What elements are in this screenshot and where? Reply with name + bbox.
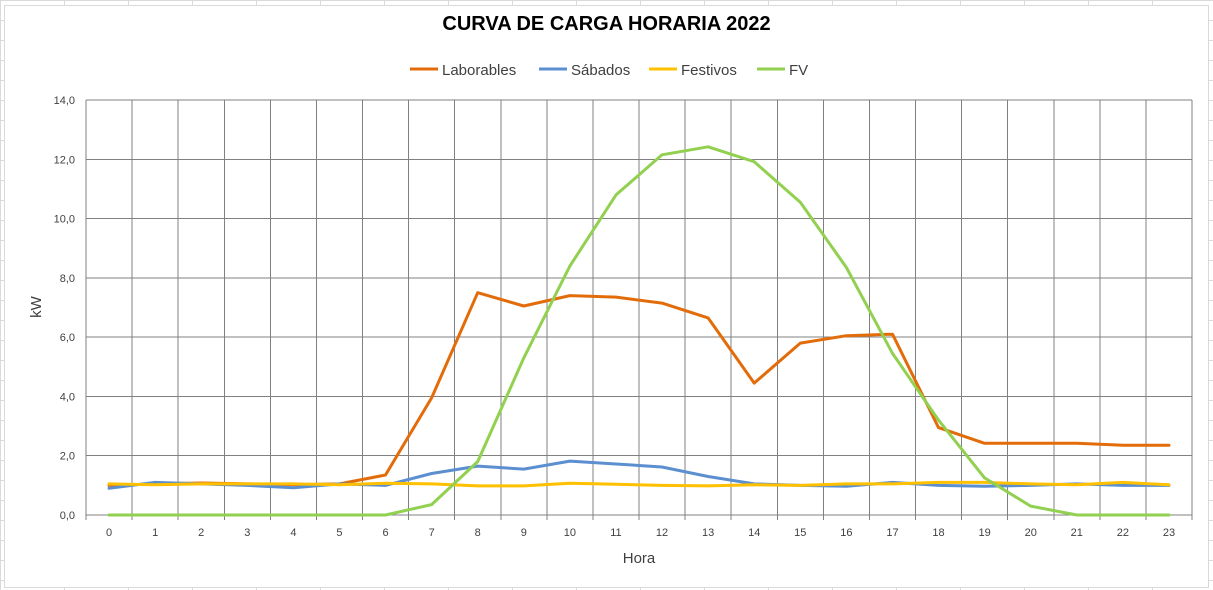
y-tick-label: 6,0 (60, 332, 75, 344)
series-line-fv (107, 145, 1171, 517)
x-tick-label: 23 (1163, 527, 1175, 539)
x-tick-label: 14 (748, 527, 760, 539)
y-tick-label: 4,0 (60, 391, 75, 403)
x-tick-label: 0 (106, 527, 112, 539)
x-tick-label: 17 (886, 527, 898, 539)
y-axis-label: kW (28, 295, 45, 318)
x-axis-label: Hora (623, 550, 656, 567)
y-tick-label: 2,0 (60, 451, 75, 463)
legend-label-festivos: Festivos (681, 62, 737, 79)
chart-title: CURVA DE CARGA HORARIA 2022 (442, 13, 771, 35)
legend-label-fv: FV (789, 62, 808, 79)
x-tick-label: 15 (794, 527, 806, 539)
y-tick-label: 14,0 (54, 95, 75, 107)
x-tick-label: 7 (429, 527, 435, 539)
x-tick-label: 2 (198, 527, 204, 539)
series-line-sabados (107, 459, 1171, 490)
x-tick-label: 5 (336, 527, 342, 539)
legend-label-sabados: Sábados (571, 62, 630, 79)
y-tick-label: 0,0 (60, 510, 75, 522)
x-tick-label: 12 (656, 527, 668, 539)
x-tick-label: 4 (290, 527, 296, 539)
x-tick-label: 18 (932, 527, 944, 539)
y-tick-label: 10,0 (54, 214, 75, 226)
x-tick-label: 8 (475, 527, 481, 539)
x-tick-label: 16 (840, 527, 852, 539)
x-tick-label: 3 (244, 527, 250, 539)
x-tick-label: 13 (702, 527, 714, 539)
x-tick-label: 22 (1117, 527, 1129, 539)
x-tick-label: 9 (521, 527, 527, 539)
y-tick-label: 12,0 (54, 154, 75, 166)
series-lines (107, 145, 1171, 517)
x-axis-ticks: 0 1 2 3 4 5 6 7 8 9 10 11 12 13 14 15 16 17 18 19 20 21 22 23 (106, 527, 1175, 539)
x-tick-label: 6 (382, 527, 388, 539)
x-tick-label: 1 (152, 527, 158, 539)
x-tick-label: 21 (1071, 527, 1083, 539)
x-tick-label: 10 (564, 527, 576, 539)
legend: Laborables Sábados Festivos FV (410, 62, 808, 79)
y-tick-label: 8,0 (60, 273, 75, 285)
legend-label-laborables: Laborables (442, 62, 516, 79)
plot-grid (85, 99, 1193, 520)
y-axis-ticks: 0,0 2,0 4,0 6,0 8,0 10,0 12,0 14,0 (54, 95, 75, 522)
x-tick-label: 19 (979, 527, 991, 539)
x-tick-label: 20 (1025, 527, 1037, 539)
x-tick-label: 11 (610, 527, 621, 539)
